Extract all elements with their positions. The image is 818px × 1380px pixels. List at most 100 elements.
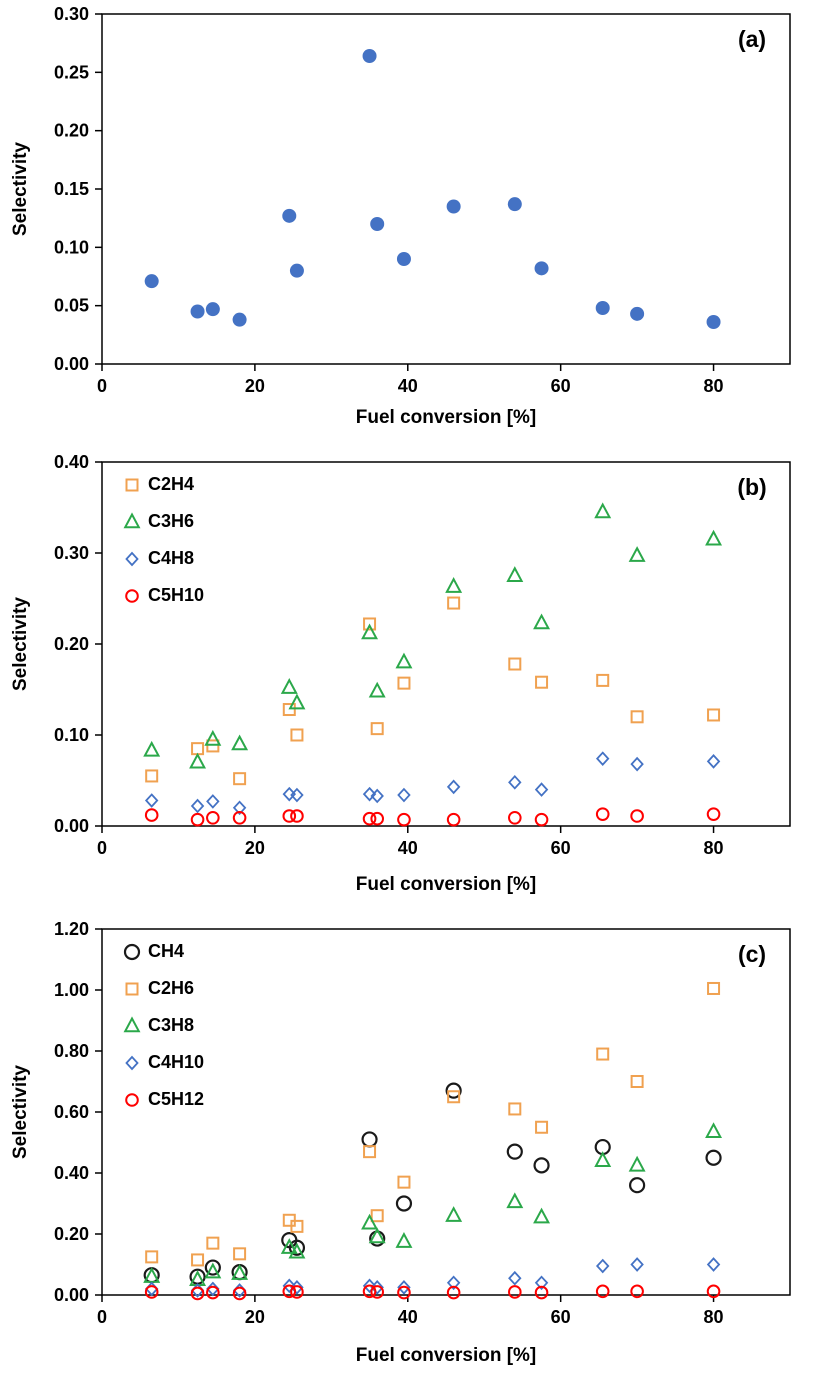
data-point-marker [630, 809, 644, 823]
data-point-marker [506, 1143, 523, 1160]
data-point-marker [190, 812, 205, 827]
y-tick-label: 0.00 [54, 354, 89, 374]
legend-item-C5H12: C5H12 [125, 1089, 204, 1109]
x-tick-label: 0 [97, 376, 107, 396]
data-point-marker [280, 1238, 298, 1254]
x-tick-label: 80 [704, 1307, 724, 1327]
data-point-marker [397, 676, 411, 690]
data-point-marker [445, 1082, 462, 1099]
data-point-marker [125, 1093, 139, 1107]
data-point-marker [447, 1090, 461, 1104]
legend-item-C2H4: C2H4 [125, 474, 194, 494]
data-point-marker [370, 217, 385, 231]
y-tick-label: 0.10 [54, 237, 89, 257]
data-point-marker [445, 1206, 463, 1222]
series-C5H10 [144, 807, 721, 827]
data-point-marker [143, 740, 161, 757]
data-point-marker [232, 800, 247, 816]
plot-border [101, 928, 791, 1296]
data-point-marker [594, 1151, 612, 1167]
data-point-marker [596, 673, 610, 687]
x-tick-label: 40 [398, 376, 418, 396]
x-tick-label: 80 [704, 376, 724, 396]
data-point-marker [125, 551, 139, 567]
x-axis-title: Fuel conversion [%] [356, 407, 537, 428]
y-tick-label: 1.00 [54, 980, 89, 1000]
data-point-marker [231, 1264, 249, 1280]
y-tick-label: 0.20 [54, 121, 89, 141]
panel-tag: (b) [737, 474, 766, 500]
y-axis-title: Selectivity [10, 1065, 31, 1159]
data-point-marker [288, 1242, 306, 1259]
data-point-marker [290, 1280, 304, 1295]
data-point-marker [533, 1207, 551, 1224]
legend-item-CH4: CH4 [123, 941, 184, 961]
legend-item-C4H8: C4H8 [125, 548, 194, 568]
data-point-marker [206, 1236, 220, 1250]
data-point-marker [290, 809, 304, 823]
data-point-marker [290, 1285, 304, 1299]
data-point-marker [506, 566, 524, 582]
data-point-marker [205, 302, 220, 317]
legend-label: C4H8 [148, 548, 194, 568]
legend-label: C3H6 [148, 511, 194, 531]
data-point-marker [706, 754, 721, 769]
data-point-marker [363, 617, 377, 631]
data-point-marker [190, 1286, 205, 1301]
legend-item-C4H10: C4H10 [125, 1052, 204, 1072]
data-point-marker [397, 1280, 411, 1295]
y-axis-title: Selectivity [10, 597, 31, 691]
data-point-marker [595, 751, 610, 766]
x-tick-label: 40 [398, 838, 418, 858]
x-tick-label: 0 [97, 1307, 107, 1327]
panel-tag: (a) [738, 26, 766, 52]
data-point-marker [370, 811, 385, 826]
plot-border [101, 461, 791, 827]
series-C2H6 [145, 981, 721, 1267]
legend: C2H4 C3H6 C4H8 C5H10 [123, 474, 204, 605]
data-point-marker [204, 729, 222, 746]
y-tick-label: 0.10 [54, 725, 89, 745]
data-point-marker [707, 981, 721, 995]
data-point-marker [288, 1239, 306, 1256]
data-point-marker [204, 1262, 222, 1279]
data-point-marker [446, 812, 461, 827]
data-point-marker [144, 1285, 159, 1299]
y-tick-label: 0.60 [54, 1102, 89, 1122]
data-point-marker [206, 1285, 220, 1300]
data-point-marker [533, 1157, 550, 1174]
x-tick-label: 20 [245, 376, 265, 396]
data-point-marker [370, 788, 384, 804]
series-C4H8 [144, 751, 721, 816]
data-point-marker [595, 1258, 610, 1274]
data-point-marker [362, 49, 377, 63]
data-point-marker [630, 306, 645, 321]
chart-panel-a: 0 20 40 60 80 0.00 0.05 0.10 0.15 0.20 0.25 0.30 Fue… [0, 0, 818, 442]
data-point-marker [145, 1250, 159, 1264]
y-tick-label: 1.20 [54, 919, 89, 939]
data-point-marker [370, 1209, 384, 1223]
legend-label: C5H10 [148, 585, 204, 605]
x-tick-label: 80 [704, 838, 724, 858]
legend-label: CH4 [148, 941, 184, 961]
legend-label: C5H12 [148, 1089, 204, 1109]
data-point-marker [282, 208, 297, 223]
data-point-marker [204, 1259, 221, 1276]
y-tick-label: 0.20 [54, 634, 89, 654]
data-point-marker [395, 652, 413, 669]
data-point-marker [707, 708, 721, 722]
data-point-marker [630, 1284, 644, 1299]
data-point-marker [206, 794, 220, 809]
x-tick-label: 0 [97, 838, 107, 858]
data-point-marker [397, 1285, 411, 1300]
legend-label: C2H6 [148, 978, 194, 998]
data-point-marker [289, 263, 304, 278]
data-point-marker [144, 274, 159, 289]
data-point-marker [290, 728, 304, 742]
data-point-marker [370, 722, 384, 736]
y-tick-label: 0.40 [54, 452, 89, 472]
data-point-marker [288, 693, 306, 710]
data-point-marker [125, 1055, 139, 1071]
x-axis-title: Fuel conversion [%] [356, 874, 537, 895]
x-tick-label: 20 [245, 838, 265, 858]
